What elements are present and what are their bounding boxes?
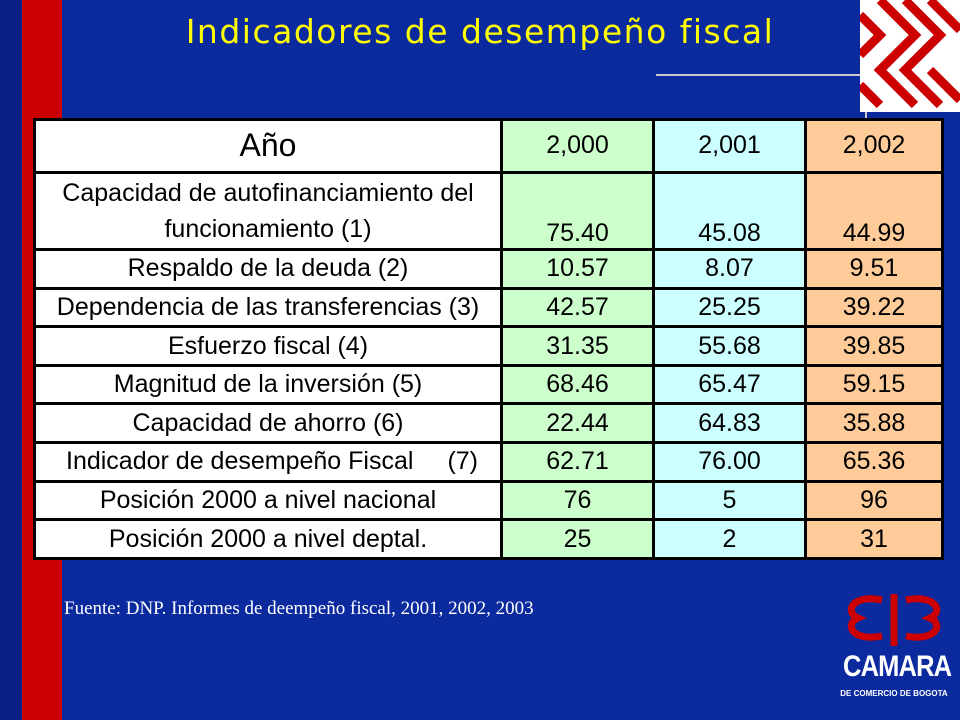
camara-logo-text: CAMARA xyxy=(843,650,952,683)
camara-logo-subtitle: DE COMERCIO DE BOGOTA xyxy=(840,689,948,698)
row-label-note: (7) xyxy=(447,447,478,476)
row-label: Posición 2000 a nivel nacional xyxy=(33,479,503,522)
source-note: Fuente: DNP. Informes de deempeño fiscal… xyxy=(64,598,534,619)
row-label: Capacidad de ahorro (6) xyxy=(33,402,503,445)
cell-2002: 65.36 xyxy=(804,441,944,483)
cell-2001: 2 xyxy=(652,518,807,560)
row-label-text: Indicador de desempeño Fiscal xyxy=(66,447,414,476)
table-row: Capacidad de ahorro (6) 22.44 64.83 35.8… xyxy=(33,402,944,445)
table-header-row: Año 2,000 2,001 2,002 xyxy=(33,118,944,174)
cell-2001: 55.68 xyxy=(652,325,807,367)
cell-2002: 44.99 xyxy=(804,170,944,252)
row-label-line1: Capacidad de autofinanciamiento del xyxy=(62,178,474,207)
camara-comercio-logo-icon xyxy=(847,594,941,646)
cell-2000: 25 xyxy=(500,518,655,560)
left-edge-bar xyxy=(0,0,22,720)
cell-2002: 39.85 xyxy=(804,325,944,367)
cell-2001: 45.08 xyxy=(652,170,807,252)
cell-2002: 35.88 xyxy=(804,402,944,445)
slide-title: Indicadores de desempeño fiscal xyxy=(185,12,775,51)
table-row: Respaldo de la deuda (2) 10.57 8.07 9.51 xyxy=(33,248,944,290)
row-label: Respaldo de la deuda (2) xyxy=(33,248,503,290)
cell-2000: 31.35 xyxy=(500,325,655,367)
table-row: Magnitud de la inversión (5) 68.46 65.47… xyxy=(33,363,944,406)
cell-2002: 96 xyxy=(804,479,944,522)
header-year-2001: 2,001 xyxy=(652,118,807,174)
table-row: Indicador de desempeño Fiscal (7) 62.71 … xyxy=(33,441,944,483)
row-label: Capacidad de autofinanciamiento del func… xyxy=(33,170,503,252)
row-label: Magnitud de la inversión (5) xyxy=(33,363,503,406)
header-year-2000: 2,000 xyxy=(500,118,655,174)
cell-2000: 10.57 xyxy=(500,248,655,290)
cell-2000: 62.71 xyxy=(500,441,655,483)
header-year-2002: 2,002 xyxy=(804,118,944,174)
row-label: Dependencia de las transferencias (3) xyxy=(33,286,503,329)
table-row: Dependencia de las transferencias (3) 42… xyxy=(33,286,944,329)
row-label: Indicador de desempeño Fiscal (7) xyxy=(33,441,503,483)
cell-2001: 76.00 xyxy=(652,441,807,483)
cell-2000: 22.44 xyxy=(500,402,655,445)
cell-2001: 64.83 xyxy=(652,402,807,445)
cell-2001: 8.07 xyxy=(652,248,807,290)
decorative-line-horizontal xyxy=(656,74,866,76)
row-label: Posición 2000 a nivel deptal. xyxy=(33,518,503,560)
cell-2000: 76 xyxy=(500,479,655,522)
row-label-line2: funcionamiento (1) xyxy=(164,214,372,243)
cell-2002: 59.15 xyxy=(804,363,944,406)
header-year-label: Año xyxy=(33,118,503,174)
row-label: Esfuerzo fiscal (4) xyxy=(33,325,503,367)
cell-2002: 39.22 xyxy=(804,286,944,329)
table-row: Esfuerzo fiscal (4) 31.35 55.68 39.85 xyxy=(33,325,944,367)
cell-2000: 42.57 xyxy=(500,286,655,329)
cell-2001: 5 xyxy=(652,479,807,522)
fiscal-indicators-table: Año 2,000 2,001 2,002 Capacidad de autof… xyxy=(33,118,944,560)
cell-2001: 25.25 xyxy=(652,286,807,329)
cell-2002: 9.51 xyxy=(804,248,944,290)
cell-2000: 68.46 xyxy=(500,363,655,406)
cell-2001: 65.47 xyxy=(652,363,807,406)
cell-2002: 31 xyxy=(804,518,944,560)
table-row: Capacidad de autofinanciamiento del func… xyxy=(33,170,944,252)
table-row: Posición 2000 a nivel nacional 76 5 96 xyxy=(33,479,944,522)
table-row: Posición 2000 a nivel deptal. 25 2 31 xyxy=(33,518,944,560)
logo-pattern-icon xyxy=(860,0,960,112)
cell-2000: 75.40 xyxy=(500,170,655,252)
